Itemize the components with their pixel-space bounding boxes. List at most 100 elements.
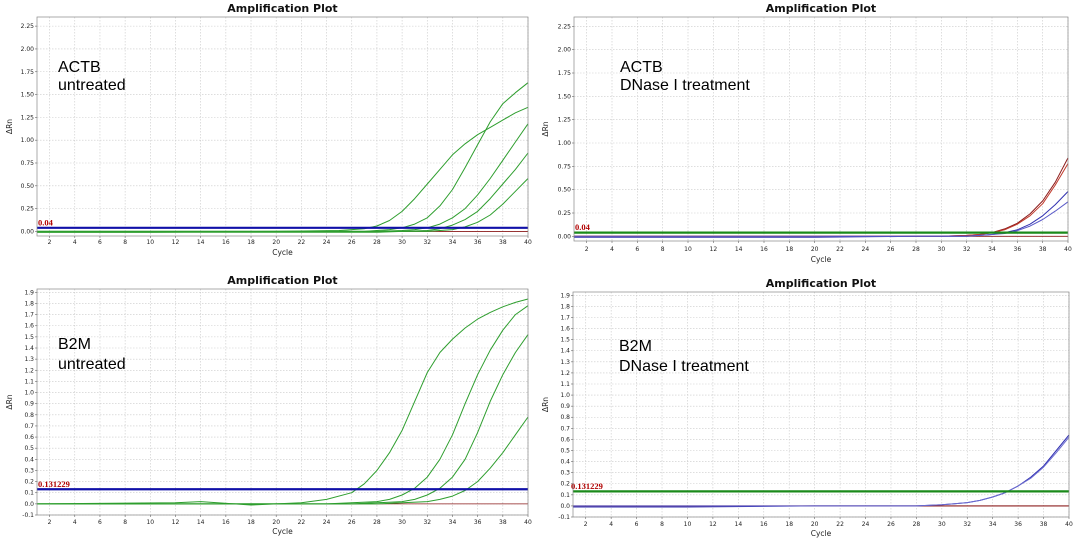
gridlines: [37, 17, 529, 236]
x-tick-label: 20: [272, 239, 280, 246]
x-tick-label: 4: [73, 519, 77, 526]
x-tick-label: 28: [912, 246, 920, 253]
y-axis-label: ΔRn: [541, 121, 550, 136]
y-tick-label: 1.9: [560, 292, 570, 299]
x-tick-label: 14: [197, 239, 205, 246]
x-axis-label: Cycle: [811, 255, 832, 264]
x-tick-label: 16: [222, 519, 230, 526]
y-tick-label: 1.4: [24, 345, 34, 352]
y-tick-label: 1.5: [560, 337, 570, 344]
y-tick-label: 0.00: [21, 228, 35, 235]
x-tick-label: 20: [272, 519, 280, 526]
amplification-plot-actb-dnase: Amplification Plot 0.04 2 4 6 8 10 12 14 16 18 20 22…: [540, 0, 1075, 268]
x-tick-label: 26: [348, 239, 356, 246]
x-tick-label: 12: [172, 239, 180, 246]
x-tick-label: 36: [1014, 246, 1022, 253]
y-tick-label: 0.00: [558, 233, 572, 240]
condition-label: DNase I treatment: [619, 358, 749, 375]
x-tick-label: 8: [661, 246, 665, 253]
x-tick-label: 32: [963, 246, 971, 253]
series-group: [37, 82, 529, 233]
x-tick-label: 12: [172, 519, 180, 526]
y-tick-label: 0.3: [560, 470, 570, 477]
x-tick-label: 30: [398, 239, 406, 246]
condition-label: untreated: [58, 356, 126, 373]
x-tick-label: 38: [1039, 246, 1047, 253]
y-tick-label: 1.6: [24, 323, 34, 330]
y-tick-label: 1.50: [21, 92, 35, 99]
x-tick-label: 16: [222, 239, 230, 246]
chart-title: Amplification Plot: [766, 2, 876, 15]
y-tick-label: 2.00: [558, 47, 572, 54]
y-tick-label: 1.9: [24, 289, 34, 296]
x-tick-label: 14: [197, 519, 205, 526]
y-tick-label: 1.0: [560, 392, 570, 399]
y-tick-label: 1.3: [24, 356, 34, 363]
amplification-curve-1: [37, 106, 529, 232]
plot-frame: [36, 288, 529, 516]
y-tick-label: 1.75: [558, 70, 572, 77]
x-tick-label: 18: [247, 519, 255, 526]
x-tick-label: 8: [660, 521, 664, 528]
gene-label: B2M: [58, 336, 91, 353]
y-tick-label: 1.75: [21, 69, 35, 76]
x-tick-label: 12: [709, 521, 717, 528]
y-tick-label: 0.7: [24, 423, 34, 430]
y-tick-label: 0.50: [21, 183, 35, 190]
x-tick-label: 36: [474, 239, 482, 246]
x-tick-label: 10: [146, 519, 154, 526]
x-tick-label: 6: [98, 519, 102, 526]
x-tick-label: 28: [913, 521, 921, 528]
x-tick-label: 10: [684, 521, 692, 528]
y-tick-label: 1.5: [24, 334, 34, 341]
x-tick-label: 32: [963, 521, 971, 528]
y-tick-label: 0.1: [560, 492, 570, 499]
y-tick-label: 1.3: [560, 359, 570, 366]
x-tick-label: 38: [1040, 521, 1048, 528]
x-tick-label: 40: [1064, 246, 1072, 253]
x-axis-label: Cycle: [272, 248, 293, 257]
x-tick-label: 22: [298, 239, 306, 246]
plot-area: [573, 292, 1069, 517]
y-tick-label: 1.7: [24, 312, 34, 319]
x-tick-label: 10: [684, 246, 692, 253]
x-tick-label: 6: [635, 521, 639, 528]
x-tick-label: 6: [635, 246, 639, 253]
amplification-curve-4: [37, 416, 529, 505]
x-tick-label: 26: [887, 246, 895, 253]
chart-title: Amplification Plot: [227, 2, 337, 15]
plot-area: [37, 289, 528, 515]
y-tick-label: 1.0: [24, 390, 34, 397]
condition-label: untreated: [58, 77, 126, 94]
y-tick-label: 1.4: [560, 348, 570, 355]
y-tick-label: -0.1: [22, 512, 34, 519]
y-tick-label: 1.25: [21, 114, 35, 121]
x-tick-label: 6: [98, 239, 102, 246]
plot-area: [37, 17, 528, 236]
gridlines: [573, 292, 1070, 518]
x-tick-label: 10: [146, 239, 154, 246]
x-tick-label: 34: [989, 521, 997, 528]
amplification-plot-b2m-dnase: Amplification Plot 0.131229 2 4 6 8 10 12 14 16 18…: [540, 272, 1075, 540]
x-tick-label: 18: [786, 246, 794, 253]
y-tick-label: 0.5: [560, 447, 570, 454]
amplification-curve-5: [37, 178, 529, 232]
x-tick-label: 14: [735, 521, 743, 528]
x-tick-label: 2: [48, 239, 52, 246]
x-tick-label: 12: [710, 246, 718, 253]
x-tick-label: 16: [760, 521, 768, 528]
x-tick-label: 36: [1014, 521, 1022, 528]
x-tick-label: 22: [836, 246, 844, 253]
y-tick-label: 0.1: [24, 490, 34, 497]
x-tick-label: 38: [499, 519, 507, 526]
x-tick-label: 4: [610, 246, 614, 253]
x-tick-label: 24: [862, 246, 870, 253]
x-tick-label: 20: [811, 521, 819, 528]
gene-label: ACTB: [620, 59, 663, 76]
x-tick-label: 24: [323, 239, 331, 246]
series-group: [573, 434, 1070, 508]
y-tick-label: 1.00: [21, 137, 35, 144]
amplification-curve-4: [574, 201, 1069, 237]
